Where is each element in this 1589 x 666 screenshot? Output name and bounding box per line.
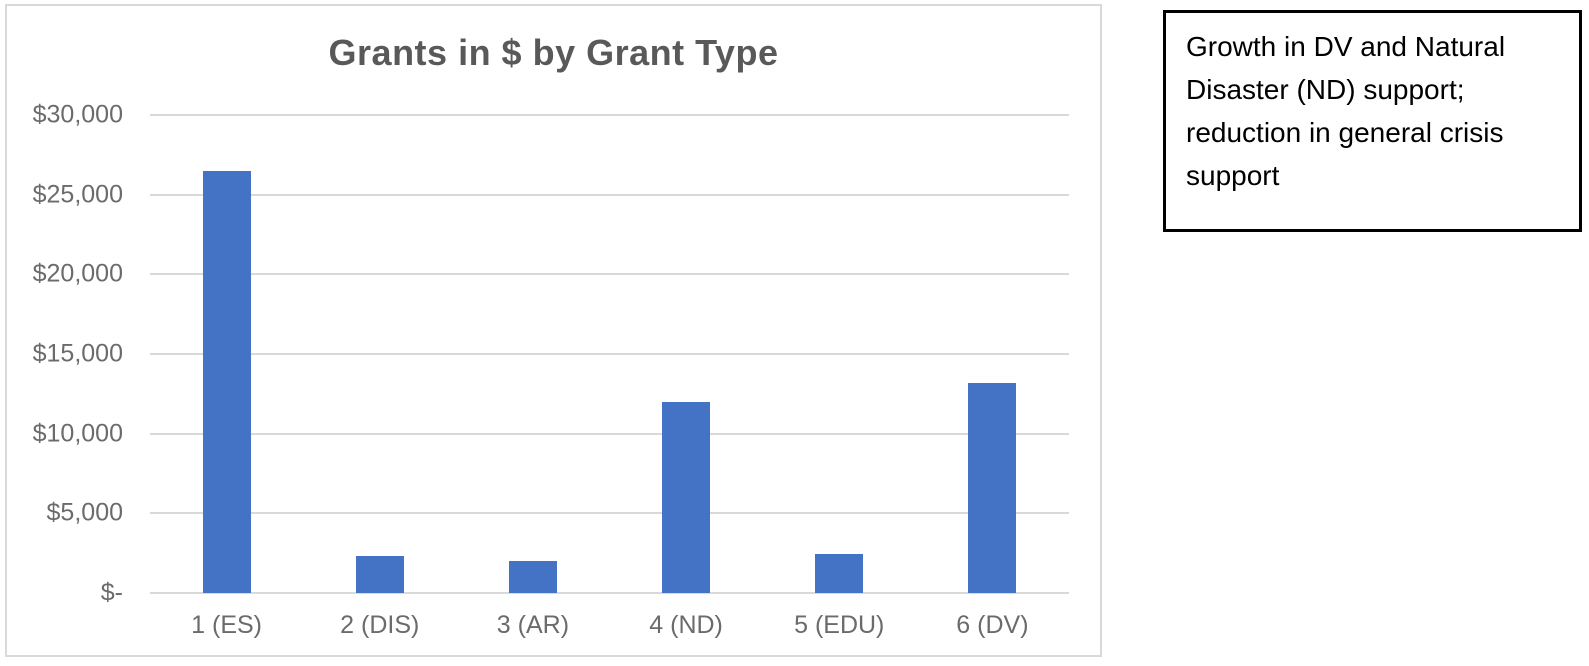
y-axis-tick-label: $5,000 [46, 498, 123, 527]
y-axis-tick-label: $- [100, 578, 123, 607]
x-axis-category-label: 5 (EDU) [794, 611, 885, 639]
y-axis: $30,000 $25,000 $20,000 $15,000 $10,000 $5,00… [7, 101, 123, 607]
y-axis-tick-label: $15,000 [32, 339, 123, 368]
x-axis: 1 (ES) 2 (DIS) 3 (AR) 4 (ND) 5 (EDU) 6 (DV) [150, 611, 1069, 647]
y-axis-tick-label: $25,000 [32, 180, 123, 209]
y-axis-tick-label: $20,000 [32, 259, 123, 288]
y-axis-tick-label: $30,000 [32, 100, 123, 129]
bar-4-nd [662, 401, 711, 593]
gridline [150, 114, 1069, 116]
bar-1-es [202, 170, 251, 593]
gridline [150, 432, 1069, 435]
gridline [150, 353, 1069, 355]
gridline [150, 193, 1069, 196]
bar-5-edu [815, 553, 864, 593]
x-axis-category-label: 3 (AR) [496, 611, 570, 639]
annotation-box: Growth in DV and Natural Disaster (ND) s… [1163, 10, 1582, 232]
gridline [150, 273, 1069, 276]
x-axis-category-label: 1 (ES) [191, 611, 263, 639]
x-axis-category-label: 4 (ND) [649, 611, 723, 639]
bar-3-ar [508, 561, 557, 593]
x-axis-category-label: 2 (DIS) [340, 611, 420, 639]
plot-area [150, 114, 1069, 594]
chart-container: Grants in $ by Grant Type $30,000 $25,000… [5, 4, 1102, 657]
x-axis-category-label: 6 (DV) [956, 611, 1029, 639]
x-axis-line [150, 592, 1069, 594]
chart-title: Grants in $ by Grant Type [328, 32, 779, 73]
bar-6-dv [968, 382, 1017, 593]
annotation-text: Growth in DV and Natural Disaster (ND) s… [1186, 31, 1506, 192]
y-axis-tick-label: $10,000 [32, 419, 123, 448]
gridline [150, 512, 1069, 515]
bar-2-dis [355, 555, 404, 593]
